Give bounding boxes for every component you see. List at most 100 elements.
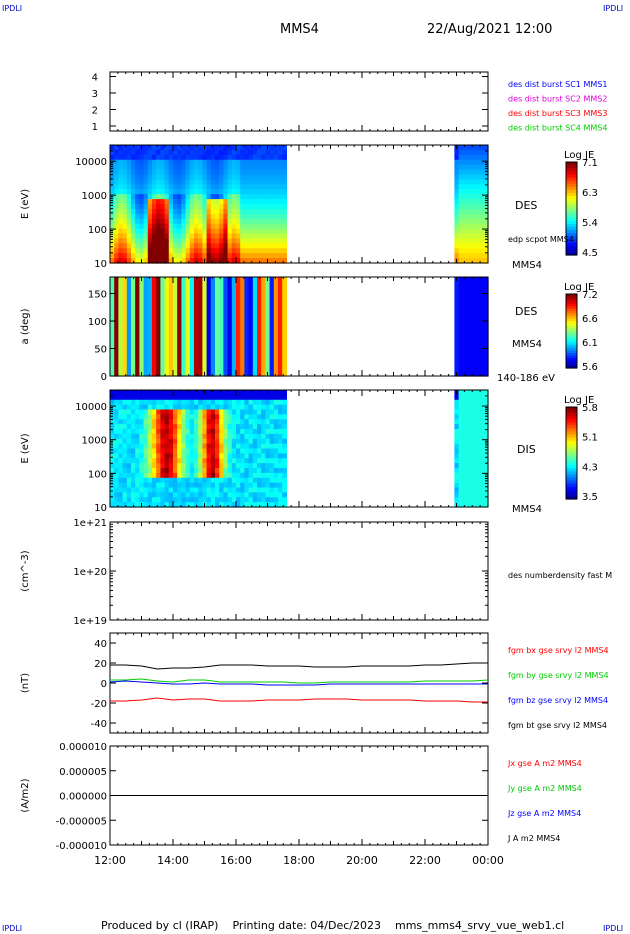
spectrogram-cell [168,248,174,254]
spectrogram-cell [454,468,460,474]
spectrogram-cell [210,285,216,290]
spectrogram-cell [164,258,170,264]
spectrogram-cell [261,448,266,454]
spectrogram-cell [483,204,489,210]
spectrogram-cell [458,443,464,450]
spectrogram-cell [215,326,220,332]
spectrogram-cell [475,502,481,508]
spectrogram-cell [483,310,489,315]
spectrogram-cell [227,213,233,220]
spectrogram-cell [202,174,208,181]
spectrogram-cell [126,174,132,181]
spectrogram-cell [206,453,212,459]
spectrogram-cell [173,468,178,474]
spectrogram-cell [189,347,195,352]
spectrogram-cell [261,355,266,361]
spectrogram-cell [202,301,208,307]
spectrogram-cell [278,351,283,356]
spectrogram-cell [160,468,166,474]
spectrogram-cell [462,233,468,240]
spectrogram-cell [231,371,237,377]
spectrogram-cell [257,463,262,469]
spectrogram-cell [257,285,262,290]
spectrogram-cell [198,238,203,244]
spectrogram-cell [269,145,275,151]
spectrogram-cell [206,502,212,508]
spectrogram-cell [177,487,182,493]
spectrogram-cell [160,243,166,249]
spectrogram-cell [458,347,464,352]
spectrogram-cell [462,468,468,474]
spectrogram-cell [189,204,195,210]
spectrogram-cell [189,293,195,299]
spectrogram-cell [462,472,468,479]
spectrogram-cell [236,189,241,195]
spectrogram-cell [231,305,237,311]
spectrogram-cell [114,458,119,464]
spectrogram-cell [475,164,481,171]
spectrogram-cell [210,318,216,323]
spectrogram-cell [467,487,472,493]
spectrogram-cell [223,305,229,311]
spectrogram-cell [202,285,208,290]
spectrogram-cell [219,326,224,332]
spectrogram-cell [189,248,195,254]
spectrogram-cell [110,322,115,328]
spectrogram-cell [160,409,166,415]
spectrogram-cell [458,390,464,396]
spectrogram-cell [231,477,237,484]
y-tick-label: 0 [101,372,107,383]
spectrogram-cell [160,149,166,156]
spectrogram-cell [168,347,174,352]
spectrogram-cell [173,289,178,295]
spectrogram-cell [152,497,157,503]
spectrogram-cell [185,429,191,435]
spectrogram-cell [177,458,182,464]
spectrogram-cell [467,404,472,411]
spectrogram-cell [257,443,262,450]
spectrogram-cell [265,472,271,479]
spectrogram-cell [483,414,489,420]
spectrogram-cell [126,228,132,235]
spectrogram-cell [261,184,266,190]
spectrogram-cell [467,289,472,295]
spectrogram-cell [173,145,178,151]
spectrogram-cell [110,204,115,210]
spectrogram-cell [479,169,485,176]
spectrogram-cell [143,277,149,282]
colorbar-cell [566,358,577,362]
spectrogram-cell [139,305,145,311]
spectrogram-cell [227,301,233,307]
spectrogram-cell [143,433,149,440]
spectrogram-cell [156,338,161,344]
spectrogram-cell [454,453,460,459]
spectrogram-cell [231,233,237,240]
spectrogram-cell [467,463,472,469]
spectrogram-cell [156,248,161,254]
spectrogram-cell [206,301,212,307]
spectrogram-cell [240,472,245,479]
spectrogram-cell [215,330,220,336]
spectrogram-cell [248,487,254,493]
spectrogram-cell [467,322,472,328]
spectrogram-cell [467,208,472,215]
spectrogram-cell [261,297,266,303]
spectrogram-cell [483,179,489,185]
spectrogram-cell [215,482,220,489]
spectrogram-cell [261,154,266,161]
spectrogram-cell [131,355,136,361]
spectrogram-cell [210,289,216,295]
spectrogram-cell [257,399,262,406]
spectrogram-cell [257,145,262,151]
spectrogram-cell [181,243,187,249]
spectrogram-cell [181,347,187,352]
spectrogram-cell [467,326,472,332]
spectrogram-cell [156,204,161,210]
spectrogram-cell [219,438,224,445]
spectrogram-cell [194,404,199,411]
spectrogram-cell [139,343,145,348]
spectrogram-cell [131,367,136,373]
spectrogram-cell [189,394,195,401]
spectrogram-cell [479,253,485,259]
spectrogram-cell [156,145,161,151]
